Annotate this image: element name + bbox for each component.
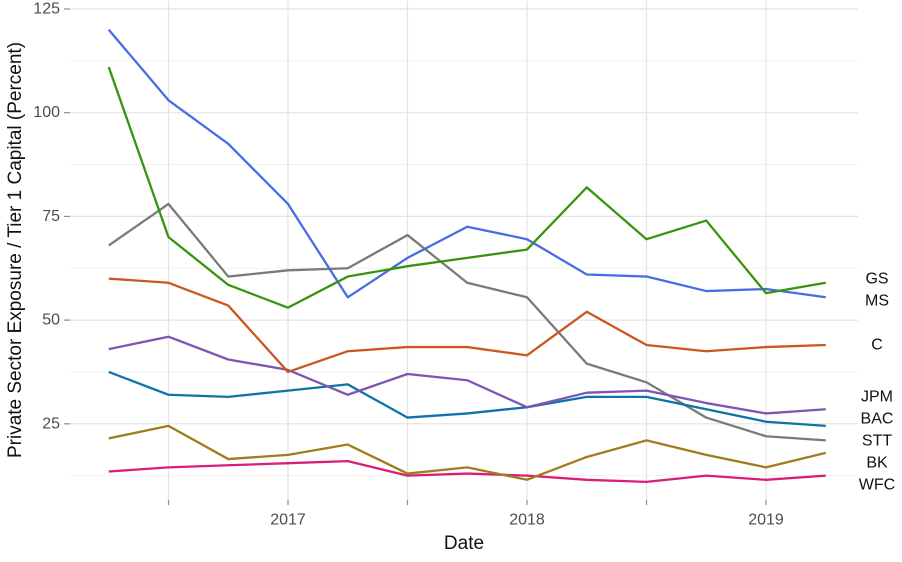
- y-tick-label: 25: [42, 415, 60, 432]
- axis-ticks: [64, 8, 767, 505]
- y-tick-label: 125: [33, 1, 60, 18]
- series-line-WFC: [108, 459, 826, 484]
- series-label-GS: GS: [865, 271, 888, 288]
- x-tick-label: 2019: [748, 512, 784, 529]
- x-tick-label: 2018: [509, 512, 545, 529]
- series-label-C: C: [871, 336, 883, 353]
- y-tick-label: 50: [42, 312, 60, 329]
- x-axis-title: Date: [443, 533, 485, 554]
- y-axis-title: Private Sector Exposure / Tier 1 Capital…: [5, 41, 26, 459]
- series-line-STT: [108, 202, 826, 442]
- minor-gridlines: [70, 60, 858, 477]
- major-gridlines: [70, 1, 858, 500]
- series-line-MS: [107, 28, 826, 299]
- series-line-C: [108, 277, 826, 374]
- series-lines: [107, 28, 827, 484]
- series-line-GS: [107, 66, 826, 309]
- series-label-STT: STT: [862, 432, 892, 449]
- series-line-BAC: [108, 370, 826, 428]
- series-label-JPM: JPM: [861, 388, 893, 405]
- series-label-WFC: WFC: [859, 476, 895, 493]
- series-direct-labels: GS MS C JPM BAC STT BK WFC: [859, 271, 895, 494]
- series-label-MS: MS: [865, 293, 889, 310]
- series-label-BK: BK: [866, 454, 888, 471]
- series-line-BK: [108, 424, 827, 481]
- x-tick-label: 2017: [270, 512, 306, 529]
- axis-tick-labels: 2017 2018 2019 25 50 75 100 125: [33, 1, 784, 529]
- y-tick-label: 75: [42, 208, 60, 225]
- y-tick-label: 100: [33, 104, 60, 121]
- series-label-BAC: BAC: [861, 410, 894, 427]
- series-line-JPM: [108, 335, 826, 415]
